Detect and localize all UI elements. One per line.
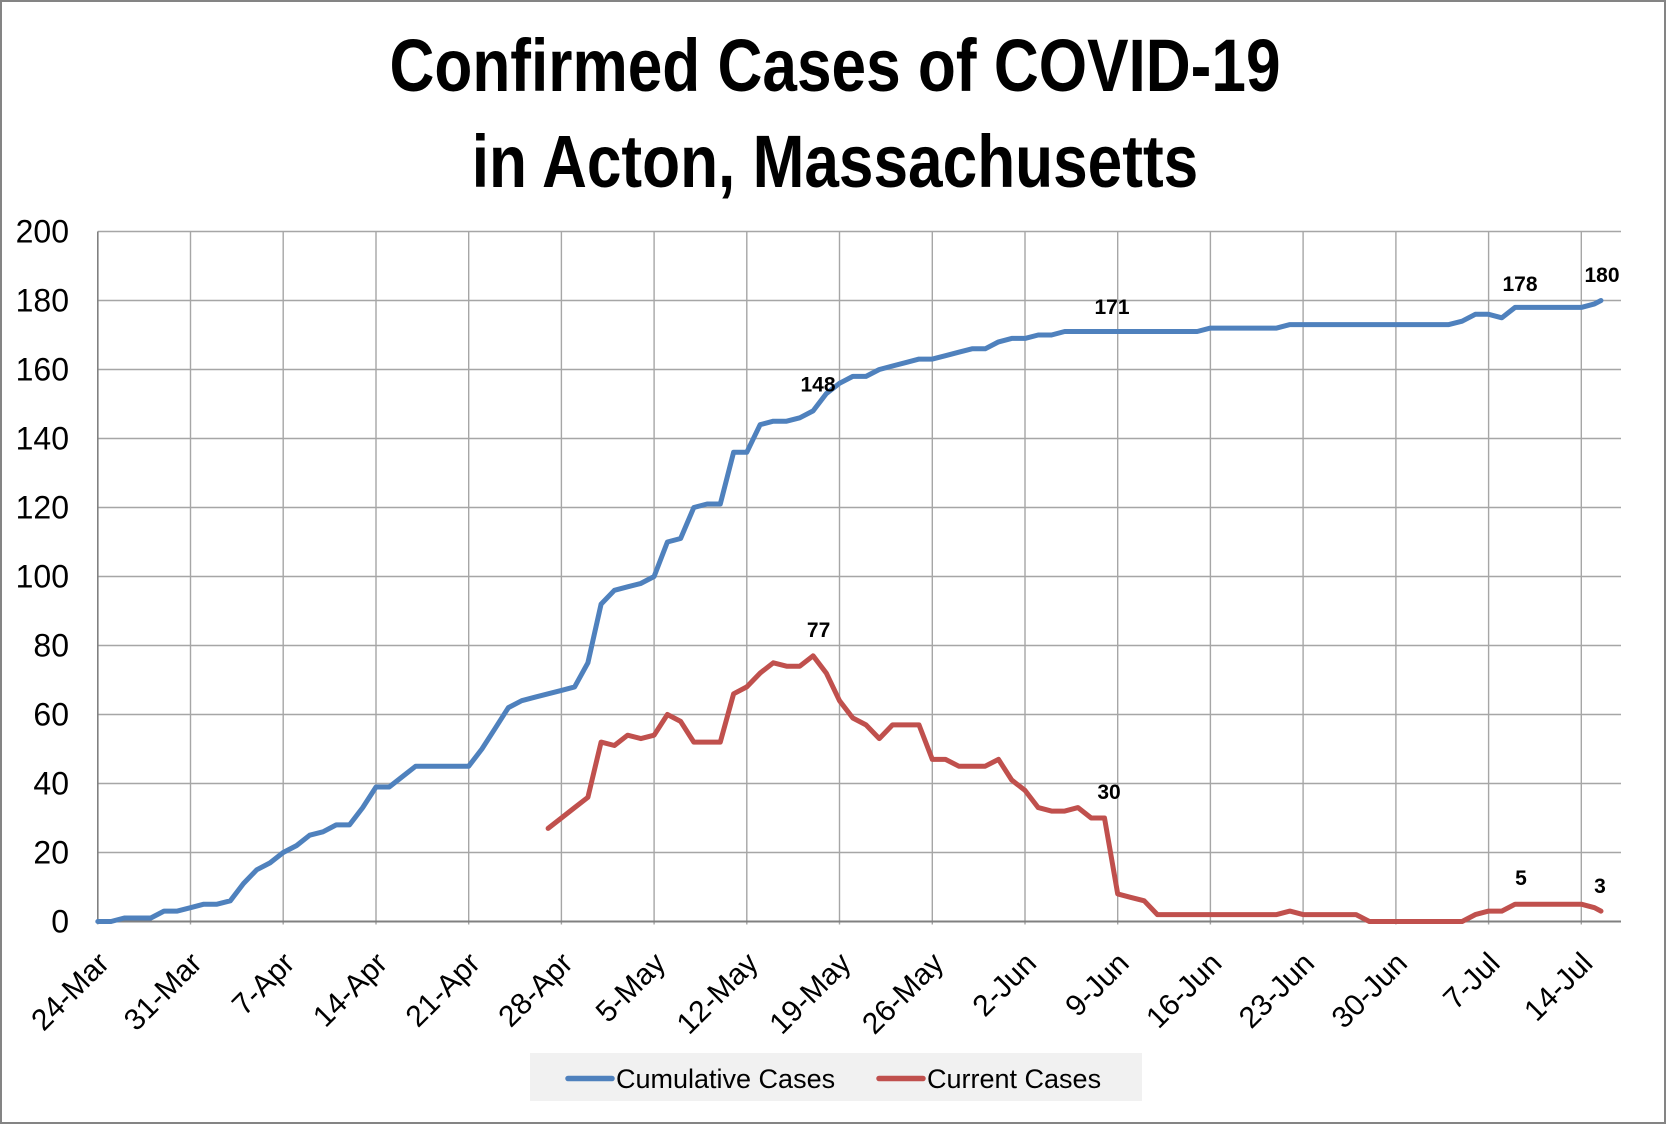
svg-text:Current Cases: Current Cases [927,1064,1101,1094]
svg-text:140: 140 [16,421,69,457]
svg-text:180: 180 [16,283,69,319]
svg-text:20: 20 [33,835,69,871]
svg-text:0: 0 [51,904,69,940]
svg-text:5: 5 [1515,867,1527,890]
svg-text:200: 200 [16,214,69,250]
svg-text:in Acton, Massachusetts: in Acton, Massachusetts [472,121,1198,203]
svg-text:171: 171 [1094,296,1129,319]
svg-text:148: 148 [800,374,835,397]
svg-text:77: 77 [807,619,830,642]
svg-text:Cumulative Cases: Cumulative Cases [616,1064,835,1094]
svg-text:60: 60 [33,697,69,733]
svg-text:120: 120 [16,490,69,526]
svg-text:160: 160 [16,352,69,388]
svg-text:40: 40 [33,766,69,802]
svg-text:180: 180 [1584,264,1619,287]
svg-text:3: 3 [1594,875,1606,898]
svg-text:30: 30 [1097,781,1120,804]
svg-text:100: 100 [16,559,69,595]
svg-text:178: 178 [1502,273,1537,296]
svg-text:Confirmed Cases of COVID-19: Confirmed Cases of COVID-19 [389,25,1280,107]
svg-text:80: 80 [33,628,69,664]
